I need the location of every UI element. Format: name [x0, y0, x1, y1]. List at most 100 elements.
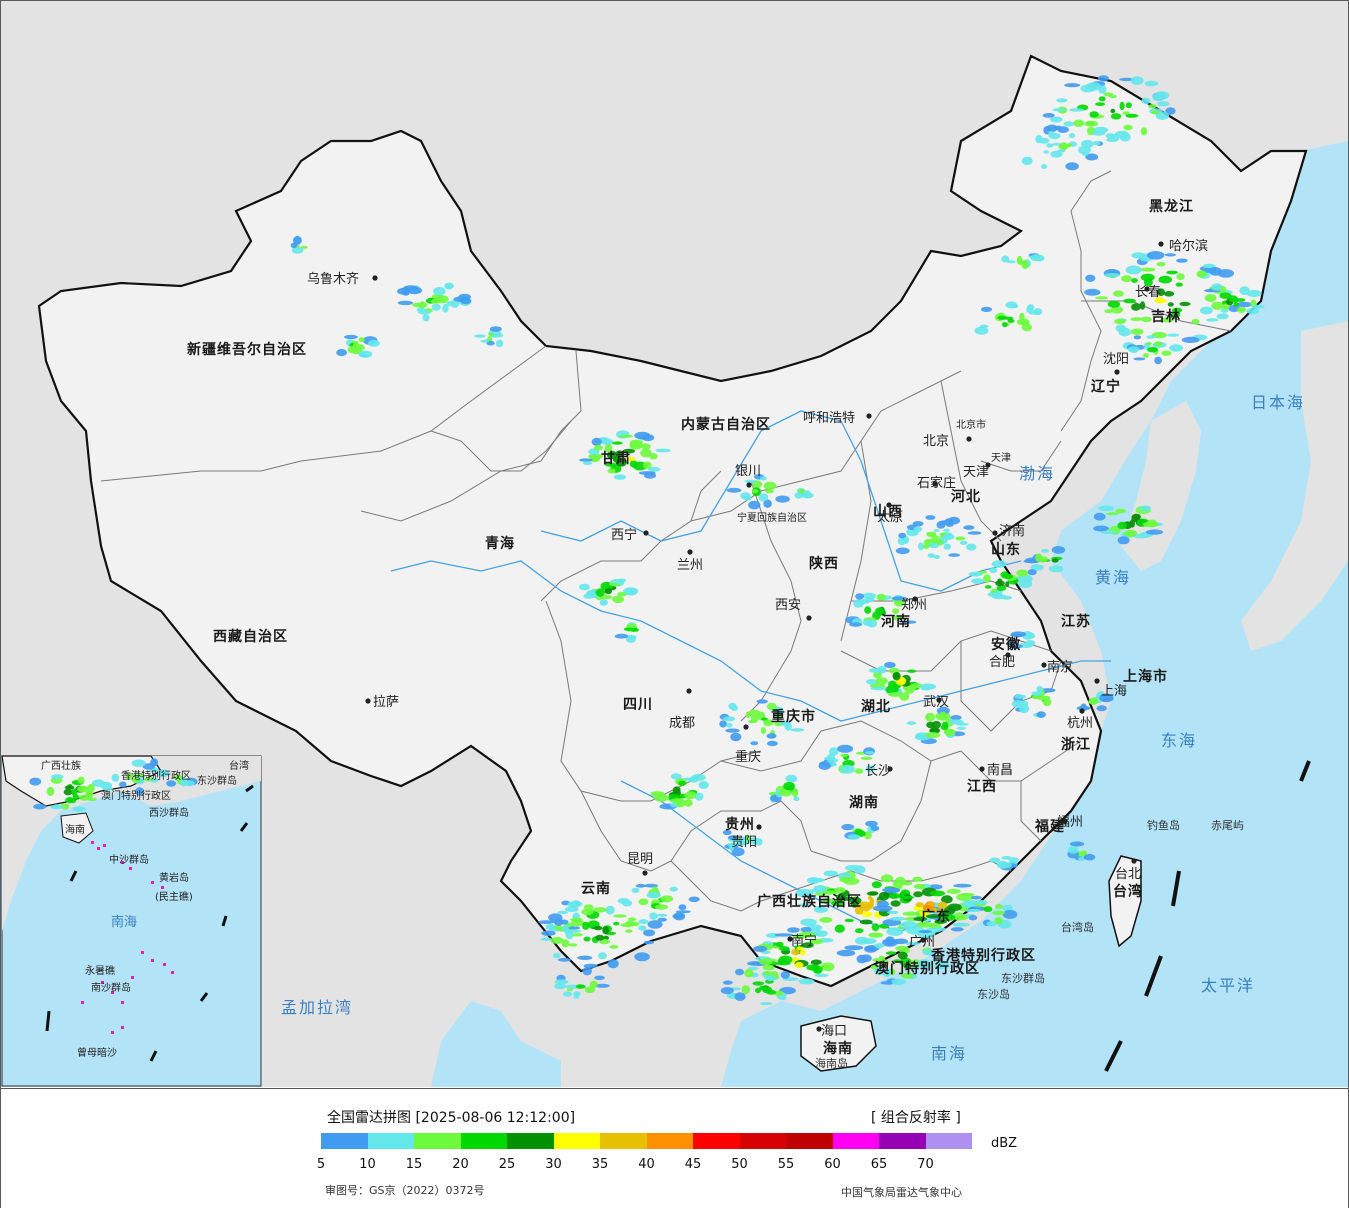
label-beijing-region: 北京市: [956, 418, 986, 431]
radar-echo: [1160, 317, 1174, 323]
korea-peninsula: [1121, 401, 1201, 571]
radar-echo: [760, 476, 767, 481]
radar-echo: [814, 892, 826, 896]
radar-echo: [1099, 693, 1114, 703]
radar-echo: [1156, 288, 1166, 297]
radar-echo: [660, 895, 674, 903]
radar-echo: [538, 920, 555, 924]
radar-echo: [866, 619, 878, 628]
radar-echo: [613, 921, 620, 926]
radar-echo: [50, 805, 64, 810]
radar-echo: [944, 729, 956, 737]
radar-echo: [1221, 303, 1230, 310]
radar-echo: [869, 899, 874, 909]
legend-swatch-30: [553, 1133, 600, 1149]
radar-echo: [300, 245, 308, 249]
radar-echo: [577, 955, 593, 960]
radar-echo: [1211, 283, 1223, 291]
radar-echo: [943, 543, 952, 550]
radar-echo: [1235, 298, 1246, 302]
radar-echo: [778, 946, 790, 952]
radar-echo: [873, 671, 882, 679]
radar-echo: [892, 608, 900, 614]
radar-echo: [1048, 132, 1061, 140]
radar-echo: [654, 904, 669, 910]
radar-echo: [291, 246, 304, 254]
radar-echo: [905, 941, 921, 946]
radar-echo: [647, 466, 661, 472]
radar-echo: [416, 302, 428, 308]
radar-echo: [878, 955, 886, 962]
label-shaanxi: 陕西: [809, 555, 839, 572]
radar-echo: [1110, 113, 1122, 120]
radar-echo: [1007, 318, 1015, 323]
radar-echo: [583, 936, 591, 942]
radar-echo: [131, 759, 146, 767]
label-xizang: 西藏自治区: [213, 628, 288, 645]
radar-echo: [1014, 694, 1026, 699]
radar-echo: [994, 917, 1003, 925]
radar-echo: [1125, 113, 1139, 118]
radar-echo: [964, 908, 981, 913]
radar-echo: [1179, 301, 1191, 307]
radar-echo: [987, 592, 1002, 597]
legend-swatch-50: [739, 1133, 786, 1149]
island-taiwan: 台湾岛: [1061, 920, 1094, 934]
legend-tick-10: 10: [359, 1157, 376, 1172]
radar-echo: [1110, 108, 1116, 114]
legend-unit: dBZ: [991, 1136, 1018, 1151]
label-sichuan: 四川: [623, 697, 653, 713]
label-hunan: 湖南: [849, 794, 879, 811]
radar-echo: [635, 883, 646, 888]
city-lhasa: 拉萨: [373, 695, 399, 710]
radar-echo: [865, 820, 878, 827]
city-taipei: 台北: [1115, 867, 1141, 882]
radar-echo: [1152, 93, 1164, 102]
radar-echo: [913, 891, 923, 898]
radar-echo: [166, 780, 177, 787]
radar-echo: [643, 940, 655, 945]
radar-echo: [834, 924, 845, 933]
radar-echo: [578, 583, 590, 591]
radar-echo: [922, 948, 936, 956]
radar-echo: [1156, 262, 1166, 267]
radar-echo: [607, 959, 619, 969]
taiwan-island: [1108, 855, 1142, 948]
radar-echo: [889, 916, 906, 921]
label-yunnan: 云南: [581, 880, 611, 897]
radar-echo: [915, 921, 934, 928]
radar-echo: [77, 776, 85, 784]
radar-echo: [593, 925, 603, 931]
radar-echo: [638, 898, 649, 906]
radar-echo: [1236, 301, 1252, 308]
radar-echo: [864, 831, 872, 840]
radar-echo: [776, 941, 784, 948]
radar-echo: [1130, 76, 1144, 85]
radar-echo: [595, 588, 605, 597]
radar-echo: [557, 910, 568, 915]
radar-echo: [1089, 111, 1099, 118]
radar-echo: [650, 791, 665, 797]
radar-echo: [593, 444, 603, 451]
radar-echo: [607, 468, 616, 474]
radar-echo: [564, 906, 579, 913]
radar-echo: [87, 784, 95, 793]
radar-echo: [613, 914, 627, 918]
radar-echo: [722, 829, 732, 836]
city-changchun: 长春: [1135, 285, 1161, 300]
radar-echo: [1021, 156, 1033, 166]
radar-echo: [913, 916, 928, 922]
radar-echo: [1026, 306, 1034, 314]
svg-text:曾母暗沙: 曾母暗沙: [77, 1046, 117, 1059]
radar-echo: [1199, 306, 1213, 315]
radar-echo: [608, 583, 621, 587]
radar-echo: [720, 987, 734, 995]
radar-echo: [793, 796, 800, 802]
svg-text:香港特别行政区: 香港特别行政区: [121, 769, 191, 782]
radar-echo: [734, 992, 746, 1001]
radar-echo: [624, 588, 638, 596]
radar-echo: [102, 786, 113, 791]
radar-echo: [77, 785, 89, 793]
radar-echo: [882, 968, 891, 978]
city-marker: [787, 936, 793, 942]
